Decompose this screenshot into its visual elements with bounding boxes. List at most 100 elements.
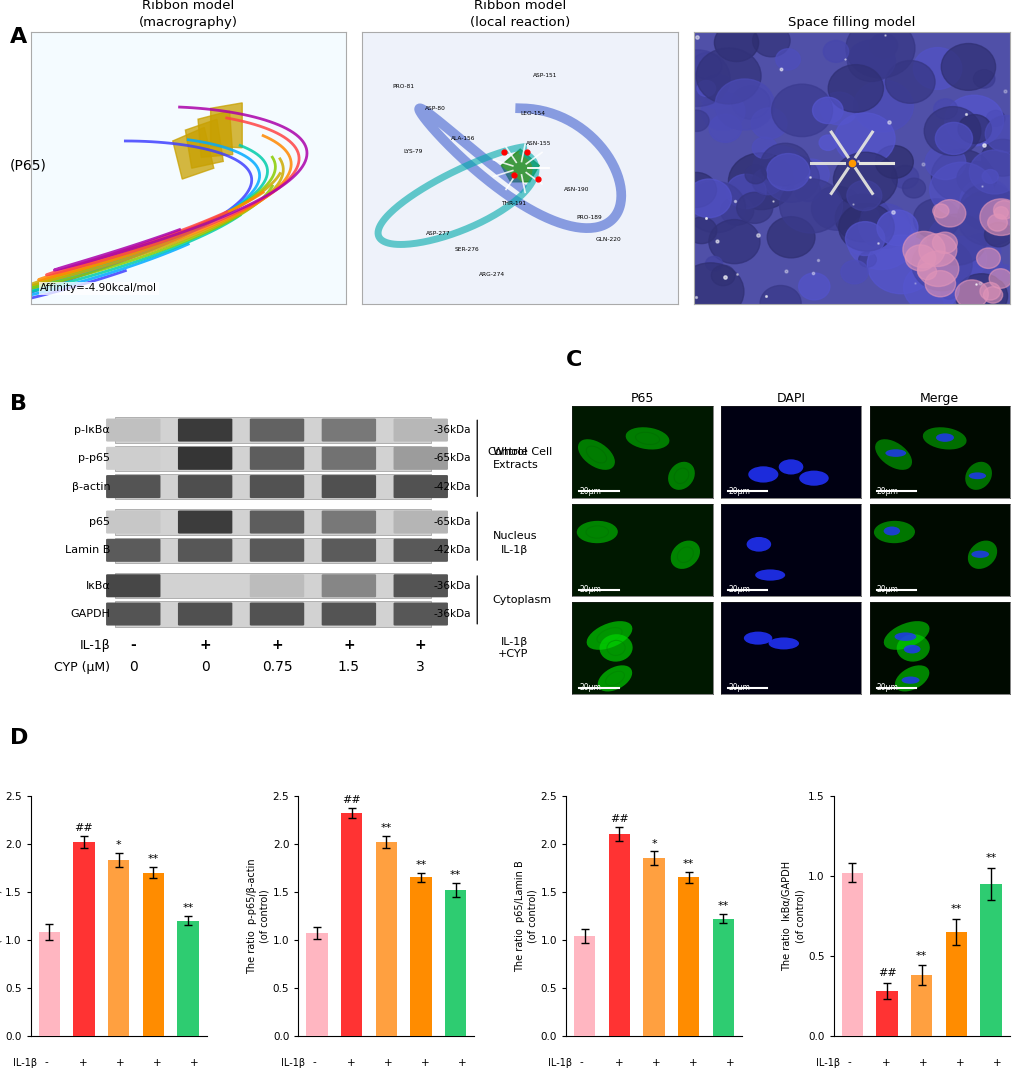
Circle shape [988, 219, 1013, 240]
Text: 0: 0 [201, 660, 209, 674]
Text: 1.5: 1.5 [337, 660, 360, 674]
Bar [108, 860, 129, 1036]
Text: ARG-274: ARG-274 [478, 272, 504, 277]
Ellipse shape [586, 622, 632, 649]
Circle shape [903, 264, 959, 312]
Text: ##: ## [342, 796, 361, 805]
Circle shape [696, 80, 715, 96]
Text: B: B [10, 394, 28, 414]
Text: SER-276: SER-276 [453, 248, 478, 252]
Circle shape [860, 207, 878, 223]
Circle shape [834, 113, 895, 164]
FancyBboxPatch shape [106, 446, 160, 470]
FancyBboxPatch shape [115, 445, 431, 471]
Bar [177, 921, 199, 1036]
Y-axis label: Control: Control [487, 446, 528, 457]
FancyBboxPatch shape [177, 419, 232, 441]
Ellipse shape [882, 527, 899, 535]
Text: ASP-151: ASP-151 [533, 73, 557, 78]
Bar [574, 936, 595, 1036]
Ellipse shape [896, 634, 929, 662]
Y-axis label: The ratio  p-IκBα/β-actin
(of control): The ratio p-IκBα/β-actin (of control) [0, 857, 2, 975]
Circle shape [960, 183, 1015, 231]
Circle shape [759, 285, 801, 321]
Text: +: + [153, 1057, 162, 1068]
FancyBboxPatch shape [250, 575, 304, 597]
Ellipse shape [777, 459, 803, 474]
Circle shape [835, 194, 890, 242]
FancyBboxPatch shape [250, 446, 304, 470]
FancyBboxPatch shape [250, 419, 304, 441]
Circle shape [819, 92, 857, 125]
Circle shape [930, 150, 991, 202]
Circle shape [884, 61, 934, 104]
Circle shape [705, 256, 721, 271]
Circle shape [663, 50, 730, 107]
Circle shape [708, 114, 741, 142]
Text: +: + [458, 1057, 466, 1068]
FancyBboxPatch shape [115, 574, 431, 598]
Text: -42kDa: -42kDa [433, 482, 471, 491]
Text: 20μm: 20μm [875, 487, 898, 496]
Ellipse shape [754, 569, 785, 581]
Circle shape [858, 204, 910, 249]
Circle shape [995, 265, 1014, 281]
Title: Ribbon model
(macrography): Ribbon model (macrography) [139, 0, 237, 30]
Text: +: + [955, 1057, 964, 1068]
Circle shape [771, 84, 832, 137]
Circle shape [958, 249, 1002, 287]
FancyBboxPatch shape [250, 475, 304, 498]
Title: DAPI: DAPI [775, 392, 805, 405]
Circle shape [975, 248, 1000, 268]
Text: 20μm: 20μm [728, 585, 749, 594]
FancyBboxPatch shape [115, 474, 431, 499]
FancyBboxPatch shape [106, 419, 160, 441]
Polygon shape [198, 111, 232, 157]
Circle shape [833, 153, 897, 207]
Bar [910, 975, 931, 1036]
Bar [841, 873, 862, 1036]
Circle shape [984, 115, 1019, 153]
Text: ##: ## [609, 815, 628, 824]
Circle shape [827, 65, 882, 112]
Text: -: - [130, 639, 136, 653]
Circle shape [931, 232, 957, 253]
Text: IκBα: IκBα [86, 581, 110, 591]
Text: Affinity=-4.90kcal/mol: Affinity=-4.90kcal/mol [40, 283, 157, 294]
Text: **: ** [915, 951, 926, 961]
Y-axis label: IL-1β
+CYP: IL-1β +CYP [497, 638, 528, 659]
Text: +: + [190, 1057, 199, 1068]
Text: *: * [116, 841, 121, 850]
Circle shape [934, 123, 971, 155]
FancyBboxPatch shape [321, 538, 376, 562]
Circle shape [744, 166, 765, 184]
Text: **: ** [415, 860, 426, 869]
Text: +: + [993, 1057, 1001, 1068]
FancyBboxPatch shape [106, 475, 160, 498]
Bar [39, 932, 60, 1036]
Text: C: C [566, 350, 582, 371]
Polygon shape [500, 150, 539, 182]
Text: *: * [650, 838, 656, 848]
Circle shape [988, 269, 1011, 288]
Circle shape [845, 18, 914, 78]
Circle shape [858, 252, 875, 267]
Bar [712, 918, 734, 1036]
Text: +: + [651, 1057, 659, 1068]
FancyBboxPatch shape [106, 511, 160, 534]
Bar [945, 931, 966, 1036]
FancyBboxPatch shape [177, 446, 232, 470]
Circle shape [760, 143, 809, 186]
Circle shape [713, 23, 758, 62]
Y-axis label: The ratio  p65/Lamin B
(of control): The ratio p65/Lamin B (of control) [515, 860, 537, 972]
Circle shape [955, 280, 987, 309]
FancyBboxPatch shape [115, 418, 431, 443]
Text: **: ** [950, 905, 961, 914]
Text: **: ** [182, 902, 194, 913]
Text: ASN-190: ASN-190 [564, 188, 589, 192]
Circle shape [994, 207, 1008, 219]
Text: 0.75: 0.75 [262, 660, 292, 674]
Circle shape [917, 251, 958, 286]
Text: IL-1β: IL-1β [815, 1057, 840, 1068]
Text: +: + [688, 1057, 696, 1068]
